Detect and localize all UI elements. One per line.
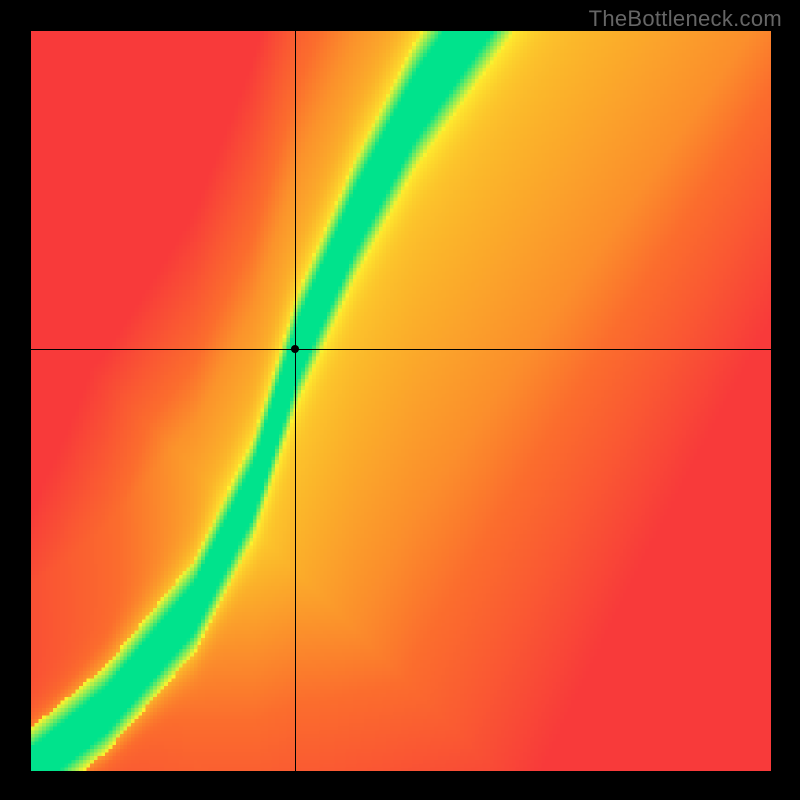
- heatmap-canvas: [31, 31, 771, 771]
- bottleneck-heatmap-plot: [31, 31, 771, 771]
- crosshair-vertical: [295, 31, 296, 771]
- marker-point: [291, 345, 299, 353]
- watermark-text: TheBottleneck.com: [589, 6, 782, 32]
- crosshair-horizontal: [31, 349, 771, 350]
